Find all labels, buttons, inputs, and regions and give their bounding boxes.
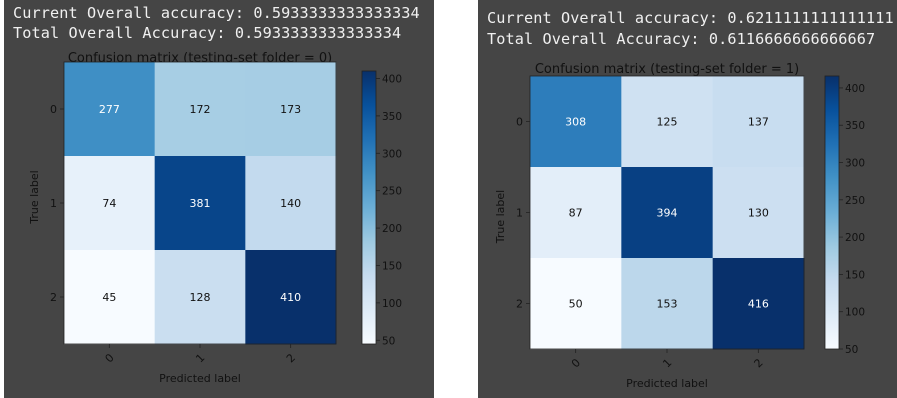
- cell-value-label: 87: [569, 207, 583, 220]
- cell-value-label: 381: [190, 197, 211, 210]
- chart-title: Confusion matrix (testing-set folder = 1…: [535, 62, 799, 77]
- colorbar-tick-label: 150: [382, 260, 402, 272]
- x-tick-label: 1: [660, 356, 674, 370]
- cell-value-label: 128: [190, 291, 211, 304]
- confusion-matrix-chart-1: Confusion matrix (testing-set folder = 1…: [478, 0, 897, 398]
- colorbar-tick-label: 200: [382, 223, 402, 235]
- colorbar-tick-label: 400: [382, 73, 402, 85]
- cell-value-label: 137: [748, 116, 769, 129]
- cell-value-label: 410: [280, 291, 301, 304]
- cell-value-label: 74: [102, 197, 116, 210]
- colorbar-tick-label: 100: [382, 298, 402, 310]
- colorbar-tick-label: 250: [845, 195, 865, 207]
- colorbar-tick-label: 150: [845, 269, 865, 281]
- colorbar-tick-label: 100: [845, 307, 865, 319]
- y-axis-label: True label: [28, 170, 41, 224]
- colorbar-tick-label: 350: [845, 120, 865, 132]
- colorbar-tick-label: 50: [382, 335, 395, 347]
- colorbar-tick-label: 50: [845, 344, 858, 356]
- cell-value-label: 172: [190, 103, 211, 116]
- x-tick-label: 1: [193, 351, 207, 365]
- cell-value-label: 50: [569, 298, 583, 311]
- y-tick-label: 2: [516, 298, 523, 311]
- colorbar-tick-label: 350: [382, 111, 402, 123]
- y-tick-label: 2: [50, 291, 57, 304]
- cell-value-label: 45: [102, 291, 116, 304]
- y-tick-label: 1: [50, 197, 57, 210]
- colorbar-tick-label: 250: [382, 186, 402, 198]
- y-axis-label: True label: [494, 190, 507, 244]
- y-tick-label: 0: [50, 103, 57, 116]
- x-axis-label: Predicted label: [626, 377, 708, 390]
- colorbar: [825, 76, 839, 349]
- x-tick-label: 0: [103, 351, 117, 365]
- cell-value-label: 153: [657, 298, 678, 311]
- cell-value-label: 130: [748, 207, 769, 220]
- y-tick-label: 0: [516, 116, 523, 129]
- cell-value-label: 416: [748, 298, 769, 311]
- cell-value-label: 173: [280, 103, 301, 116]
- y-tick-label: 1: [516, 207, 523, 220]
- confusion-matrix-panel-folder-0: Current Overall accuracy: 0.593333333333…: [4, 0, 434, 398]
- cell-value-label: 140: [280, 197, 301, 210]
- x-tick-label: 2: [752, 356, 766, 370]
- cell-value-label: 308: [565, 116, 586, 129]
- x-axis-label: Predicted label: [159, 372, 241, 385]
- confusion-matrix-panel-folder-1: Current Overall accuracy: 0.621111111111…: [478, 0, 897, 398]
- x-tick-label: 2: [284, 351, 298, 365]
- cell-value-label: 125: [657, 116, 678, 129]
- confusion-matrix-chart-0: Confusion matrix (testing-set folder = 0…: [4, 0, 434, 398]
- cell-value-label: 277: [99, 103, 120, 116]
- x-tick-label: 0: [569, 356, 583, 370]
- cell-value-label: 394: [657, 207, 678, 220]
- colorbar: [362, 71, 376, 344]
- colorbar-tick-label: 200: [845, 232, 865, 244]
- colorbar-tick-label: 400: [845, 83, 865, 95]
- colorbar-tick-label: 300: [382, 148, 402, 160]
- colorbar-tick-label: 300: [845, 158, 865, 170]
